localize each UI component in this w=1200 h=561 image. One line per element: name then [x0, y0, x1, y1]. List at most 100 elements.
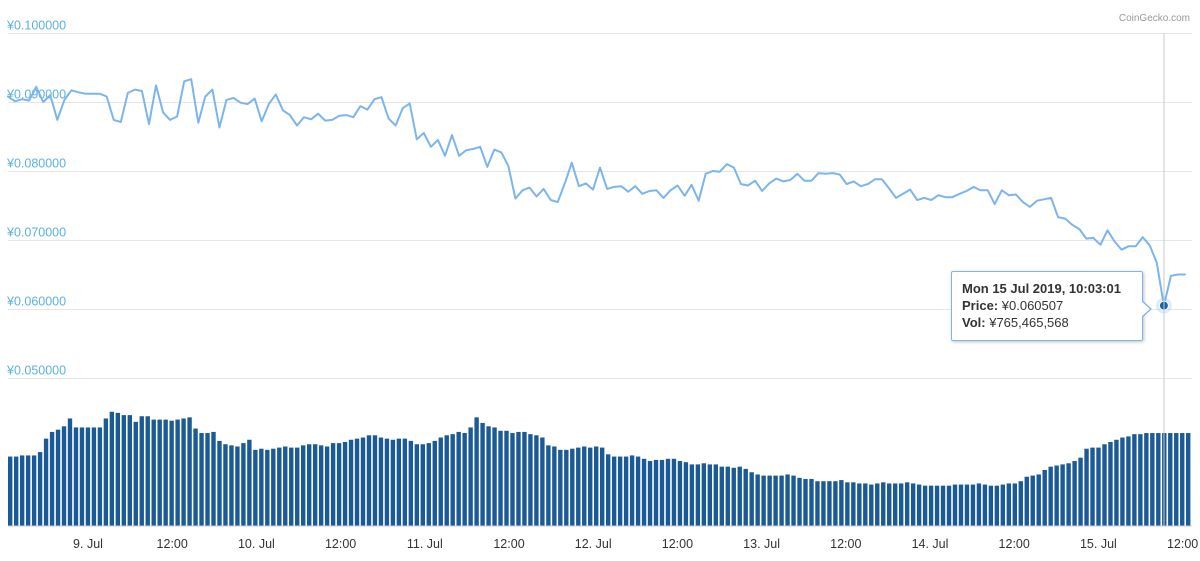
volume-bar — [1150, 433, 1155, 526]
volume-bar — [1156, 433, 1161, 526]
volume-bar — [1006, 483, 1012, 526]
volume-bar — [49, 431, 55, 526]
volume-bar — [1186, 433, 1191, 526]
price-axis-label: ¥0.070000 — [6, 226, 66, 240]
volume-bar — [498, 430, 503, 526]
volume-bar — [898, 483, 904, 526]
volume-bar — [504, 430, 509, 526]
volume-bar — [755, 474, 760, 526]
volume-bar — [229, 445, 234, 526]
volume-bar — [546, 445, 551, 526]
volume-bar — [1096, 447, 1101, 526]
volume-bar — [821, 481, 826, 526]
volume-bar — [982, 484, 988, 526]
volume-bar — [516, 431, 521, 526]
price-axis-label: ¥0.060000 — [6, 295, 66, 309]
volume-bar — [1144, 433, 1149, 526]
volume-bar — [265, 449, 270, 526]
tooltip-price-label: Price: — [962, 298, 999, 313]
volume-bar — [785, 474, 790, 526]
gridlines — [8, 33, 1192, 379]
volume-bar — [318, 445, 324, 526]
volume-bar — [869, 484, 874, 526]
volume-bar — [145, 416, 150, 526]
volume-bar — [665, 458, 671, 526]
price-axis-label: ¥0.100000 — [6, 19, 66, 33]
volume-bar — [1168, 433, 1173, 526]
volume-bar — [462, 433, 467, 526]
volume-bar — [121, 415, 126, 526]
volume-bar — [1132, 434, 1137, 526]
volume-bar — [576, 447, 581, 526]
volume-bar — [139, 416, 144, 526]
credit-text[interactable]: CoinGecko.com — [1119, 13, 1190, 24]
volume-bar — [420, 444, 425, 526]
volume-bar — [779, 475, 784, 526]
volume-bar — [181, 418, 186, 526]
volume-bar — [893, 483, 898, 526]
volume-bar — [450, 434, 455, 526]
volume-bar — [151, 419, 156, 526]
volume-bar — [127, 415, 132, 526]
volume-bar — [875, 483, 880, 526]
volume-bar — [390, 439, 396, 526]
volume-bar — [737, 466, 742, 526]
volume-bar — [713, 464, 718, 526]
volume-bar — [402, 438, 408, 526]
volume-bar — [839, 480, 844, 526]
volume-bar — [253, 449, 258, 526]
time-axis-label: 15. Jul — [1080, 537, 1117, 551]
volume-bar — [582, 446, 587, 526]
volume-bar — [37, 452, 43, 526]
volume-bar — [910, 483, 916, 526]
volume-bar — [1090, 447, 1095, 526]
volume-bar — [109, 411, 115, 526]
volume-bar — [19, 455, 25, 526]
volume-bar — [360, 437, 366, 526]
tooltip-vol-label: Vol: — [962, 315, 986, 330]
volume-bar — [522, 431, 527, 526]
volume-bar — [791, 475, 796, 526]
tooltip-price-value: ¥0.060507 — [1001, 298, 1064, 313]
volume-bar — [803, 478, 808, 526]
volume-bar — [946, 485, 952, 526]
volume-bar — [486, 426, 491, 526]
time-axis-label: 9. Jul — [73, 537, 103, 551]
volume-bar — [510, 433, 515, 526]
volume-bar — [635, 456, 641, 526]
volume-bar — [295, 447, 300, 526]
volume-bar — [55, 429, 61, 526]
volume-bar — [330, 443, 336, 526]
volume-bar — [952, 484, 958, 526]
volume-bar — [588, 447, 593, 526]
volume-bar — [611, 456, 617, 526]
volume-bar — [683, 462, 689, 526]
volume-bar — [1102, 444, 1107, 526]
volume-bar — [558, 449, 563, 526]
volume-bar — [414, 444, 420, 526]
tooltip-date: Mon 15 Jul 2019, 10:03:01 — [962, 281, 1121, 296]
volume-bar — [312, 444, 318, 526]
volume-bar — [881, 482, 886, 526]
volume-bar — [1048, 466, 1053, 526]
volume-bar — [8, 456, 13, 526]
volume-bar — [468, 427, 473, 526]
volume-bar — [1120, 437, 1125, 526]
time-axis-label: 12:00 — [1167, 537, 1198, 551]
volume-bar — [1036, 474, 1041, 526]
volume-bar — [833, 481, 838, 526]
volume-bar — [199, 433, 204, 526]
volume-bar — [857, 483, 862, 526]
volume-bar — [1138, 434, 1143, 526]
volume-bar — [193, 428, 198, 526]
volume-bar — [600, 447, 605, 526]
volume-bar — [133, 421, 138, 526]
volume-bar — [1000, 484, 1006, 526]
volume-bar — [1042, 470, 1047, 526]
volume-bar — [372, 435, 378, 526]
volume-bar — [163, 419, 168, 526]
volume-bar — [749, 472, 754, 526]
volume-bar — [958, 484, 964, 526]
volume-bar — [384, 438, 390, 526]
